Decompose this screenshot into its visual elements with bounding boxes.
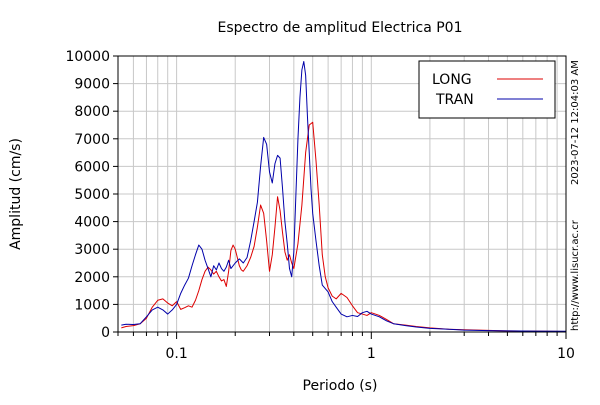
y-tick-label: 4000 (74, 215, 110, 231)
legend-label-long: LONG (432, 72, 472, 88)
y-tick-label: 3000 (74, 242, 110, 258)
y-tick-label: 5000 (74, 187, 110, 203)
x-axis-label: Periodo (s) (303, 378, 378, 394)
series-line-long (121, 121, 567, 332)
x-tick-label: 0.1 (165, 346, 187, 362)
x-tick-label: 1 (367, 346, 376, 362)
legend-box (418, 60, 556, 119)
axis-ticks: 0100020003000400050006000700080009000100… (65, 49, 574, 362)
chart-title: Espectro de amplitud Electrica P01 (218, 20, 463, 36)
legend: LONG TRAN (418, 60, 556, 119)
y-tick-label: 6000 (74, 159, 110, 175)
legend-label-tran: TRAN (435, 92, 474, 108)
y-tick-label: 9000 (74, 77, 110, 93)
y-tick-label: 10000 (65, 49, 110, 65)
x-tick-label: 10 (557, 346, 575, 362)
y-tick-label: 1000 (74, 297, 110, 313)
y-tick-label: 8000 (74, 104, 110, 120)
timestamp-label: 2023-07-12 12:04:03 AM (570, 60, 581, 185)
series-line-tran (121, 61, 567, 332)
y-tick-label: 7000 (74, 132, 110, 148)
y-tick-label: 2000 (74, 270, 110, 286)
url-label: http://www.lisucr.ac.cr (570, 219, 581, 331)
y-tick-label: 0 (101, 325, 110, 341)
series-layer (121, 61, 567, 332)
y-axis-label: Amplitud (cm/s) (8, 138, 24, 250)
